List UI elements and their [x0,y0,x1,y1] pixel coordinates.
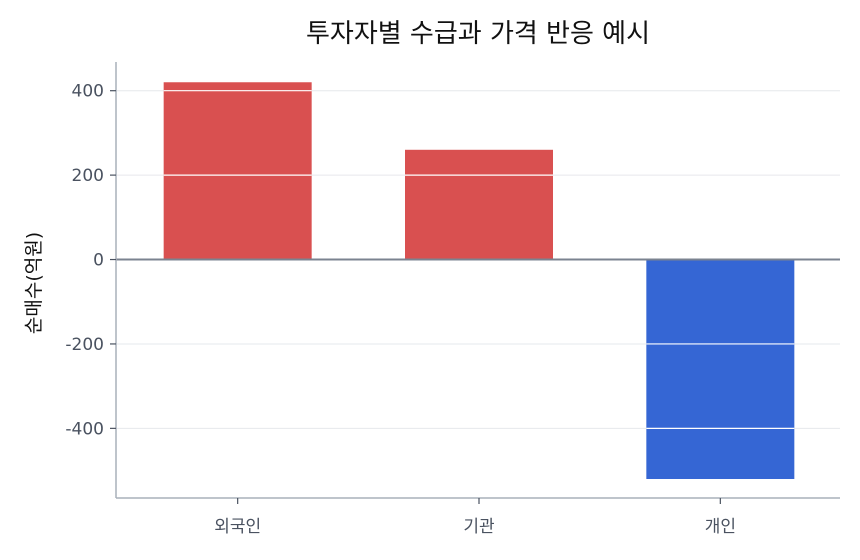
bar-3 [646,259,795,480]
bars [163,82,795,480]
y-axis-label: 순매수(억원) [23,232,45,334]
y-tick-label: 200 [72,166,104,186]
x-tick-label: 기관 [463,517,494,537]
chart-title: 투자자별 수급과 가격 반응 예시 [306,19,650,49]
y-tick-label: -200 [65,335,104,355]
bar-1 [163,82,312,260]
axes: -400 -200 0 200 400 외국인 기관 개인 [65,62,840,537]
x-tick-label: 개인 [705,517,736,537]
y-tick-label: 400 [72,82,104,102]
bar-2 [405,149,553,260]
y-tick-label: 0 [93,251,104,271]
x-tick-label: 외국인 [214,517,261,537]
y-tick-label: -400 [65,419,104,439]
